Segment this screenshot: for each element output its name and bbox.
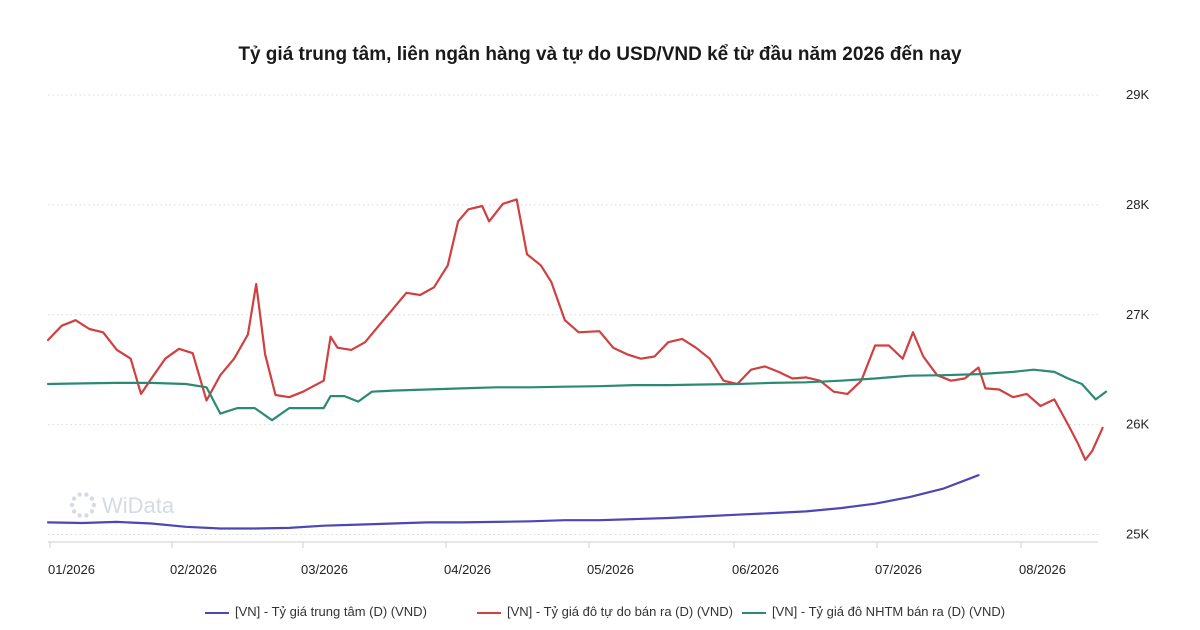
series-lines [46, 198, 1108, 530]
y-tick-label: 26K [1126, 417, 1149, 432]
legend-label: [VN] - Tỷ giá đô NHTM bán ra (D) (VND) [772, 604, 1006, 619]
series-line-central-rate [46, 474, 980, 530]
gridlines [48, 94, 1098, 536]
legend-label: [VN] - Tỷ giá đô tự do bán ra (D) (VND) [507, 604, 733, 619]
legend-swatch-commercial-bank-rate [742, 612, 766, 614]
series-line-free-market-rate [46, 198, 1104, 461]
y-axis-ticks: 25K 26K 27K 28K 29K [1126, 87, 1149, 542]
x-tick-label: 04/2026 [444, 562, 491, 577]
x-tick-label: 03/2026 [301, 562, 348, 577]
x-axis-ticks: 01/2026 02/2026 03/2026 04/2026 05/2026 06/20… [48, 542, 1066, 577]
legend-swatch-free-market-rate [477, 612, 501, 614]
y-tick-label: 28K [1126, 197, 1149, 212]
x-tick-label: 06/2026 [732, 562, 779, 577]
y-tick-label: 25K [1126, 527, 1149, 542]
legend-item-commercial-bank-rate[interactable]: [VN] - Tỷ giá đô NHTM bán ra (D) (VND) [742, 604, 1022, 620]
x-tick-label: 05/2026 [587, 562, 634, 577]
legend-item-free-market-rate[interactable]: [VN] - Tỷ giá đô tự do bán ra (D) (VND) [477, 604, 757, 620]
x-tick-label: 07/2026 [875, 562, 922, 577]
watermark: WiData [69, 492, 175, 518]
y-tick-label: 27K [1126, 307, 1149, 322]
chart-title: Tỷ giá trung tâm, liên ngân hàng và tự d… [238, 44, 962, 65]
legend-item-central-rate[interactable]: [VN] - Tỷ giá trung tâm (D) (VND) [205, 604, 485, 620]
legend-swatch-central-rate [205, 612, 229, 614]
legend: [VN] - Tỷ giá trung tâm (D) (VND) [VN] -… [0, 604, 1200, 630]
y-tick-label: 29K [1126, 87, 1149, 102]
x-tick-label: 02/2026 [170, 562, 217, 577]
widata-logo-icon [69, 492, 97, 518]
watermark-text: WiData [102, 493, 175, 518]
x-tick-label: 01/2026 [48, 562, 95, 577]
series-line-commercial-bank-rate [46, 368, 1108, 422]
legend-label: [VN] - Tỷ giá trung tâm (D) (VND) [235, 604, 427, 619]
x-tick-label: 08/2026 [1019, 562, 1066, 577]
